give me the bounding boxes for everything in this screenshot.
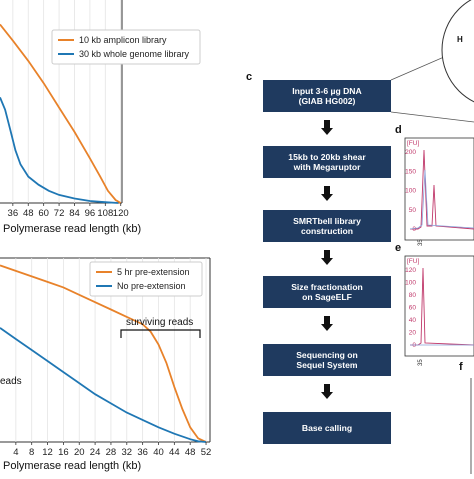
top-legend: 10 kb amplicon library 30 kb whole genom… <box>51 29 201 65</box>
panel-e-y-ticks: 120 100 80 60 40 20 0 <box>405 267 416 349</box>
panel-d-trace-a <box>410 149 474 230</box>
surviving-reads-bracket <box>120 329 201 338</box>
bottom-series-lines <box>0 264 207 443</box>
top-x-tick-label: 84 <box>69 208 80 219</box>
panel-e-y-tick-label: 60 <box>409 305 417 312</box>
panel-label-e: e <box>395 242 401 254</box>
workflow-step-text: Sequel System <box>296 360 357 370</box>
top-series-line-1 <box>0 97 119 204</box>
workflow-step-5: Base calling <box>263 412 391 444</box>
panel-d-y-tick-label: 200 <box>405 149 416 156</box>
panel-label-d: d <box>395 124 402 136</box>
zoom-connector-bottom <box>390 111 474 123</box>
workflow-step-text: 15kb to 20kb shear <box>288 152 366 162</box>
bottom-x-tick-label: 40 <box>153 447 164 458</box>
panel-d-x-tick: 35 <box>418 239 424 246</box>
top-x-tick-label: 108 <box>97 208 113 219</box>
workflow-step-0: Input 3-6 µg DNA(GIAB HG002) <box>263 80 391 112</box>
workflow-step-text: on SageELF <box>302 292 352 302</box>
workflow-step-text: Sequencing on <box>296 350 358 360</box>
workflow-step-text: SMRTbell library <box>293 216 361 226</box>
bottom-x-axis-label: Polymerase read length (kb) <box>3 460 141 472</box>
panel-d-y-tick-label: 150 <box>405 168 416 175</box>
zoom-inset-circle <box>441 0 474 103</box>
bottom-x-tick-label: 28 <box>106 447 117 458</box>
top-legend-label-0: 10 kb amplicon library <box>79 35 167 45</box>
bottom-x-tick-label: 12 <box>42 447 53 458</box>
panel-d-y-ticks: 200 150 100 50 0 <box>405 149 416 233</box>
workflow-step-text: Base calling <box>302 423 352 433</box>
panel-d-y-tick-label: 50 <box>409 207 417 214</box>
bottom-legend: 5 hr pre-extension No pre-extension <box>89 261 203 297</box>
bottom-x-tick-label: 52 <box>201 447 212 458</box>
top-series-lines <box>0 23 122 204</box>
panel-e-y-tick-label: 0 <box>412 342 416 349</box>
bottom-x-tick-label: 44 <box>169 447 180 458</box>
panel-e-fu-label: [FU] <box>407 258 419 265</box>
bottom-x-tick-label: 8 <box>29 447 34 458</box>
down-arrow-icon <box>321 316 333 331</box>
top-x-tick-label: 120 <box>113 208 129 219</box>
reads-annotation: eads <box>0 376 22 387</box>
bottom-x-tick-label: 4 <box>13 447 18 458</box>
bottom-series-line-0 <box>0 264 207 443</box>
inset-corner-label: H <box>457 35 463 44</box>
panel-d-fu-label: [FU] <box>407 140 419 147</box>
panel-d-trace-b <box>409 169 474 230</box>
panel-d-y-tick-label: 100 <box>405 188 416 195</box>
down-arrow-icon <box>321 250 333 265</box>
top-tick-labels: 36 48 60 72 84 96 108 120 <box>8 203 129 219</box>
bottom-x-tick-label: 16 <box>58 447 69 458</box>
bottom-legend-label-1: No pre-extension <box>117 281 186 291</box>
top-x-tick-label: 60 <box>38 208 49 219</box>
top-x-tick-label: 72 <box>54 208 65 219</box>
bottom-tick-labels: 4 8 12 16 20 24 28 32 36 40 44 48 52 <box>13 442 211 458</box>
panel-e-y-tick-label: 20 <box>409 330 417 337</box>
panel-label-f: f <box>459 361 463 373</box>
panel-e-y-tick-label: 120 <box>405 267 416 274</box>
top-x-tick-label: 36 <box>8 208 19 219</box>
panel-e-y-tick-label: 40 <box>409 317 417 324</box>
top-x-tick-label: 96 <box>85 208 96 219</box>
down-arrow-icon <box>321 120 333 135</box>
down-arrow-icon <box>321 384 333 399</box>
bottom-series-line-1 <box>0 327 207 443</box>
top-chart: 36 48 60 72 84 96 108 120 Polymerase read lengt… <box>0 0 201 235</box>
workflow-step-text: with Megaruptor <box>293 162 361 172</box>
workflow-diagram: Input 3-6 µg DNA(GIAB HG002) 15kb to 20kb… <box>263 80 391 444</box>
panel-e-x-tick: 35 <box>418 359 424 366</box>
panel-label-c: c <box>246 71 252 83</box>
surviving-reads-label: surviving reads <box>126 317 193 328</box>
workflow-step-text: (GIAB HG002) <box>299 96 356 106</box>
bottom-legend-label-0: 5 hr pre-extension <box>117 267 190 277</box>
bottom-x-tick-label: 36 <box>137 447 148 458</box>
bottom-x-tick-label: 24 <box>90 447 101 458</box>
panel-d-electropherogram: [FU] 200 150 100 50 0 35 <box>404 137 474 246</box>
top-x-tick-label: 48 <box>23 208 34 219</box>
top-x-axis-label: Polymerase read length (kb) <box>3 223 141 235</box>
bottom-x-tick-label: 32 <box>122 447 133 458</box>
panel-d-y-tick-label: 0 <box>412 226 416 233</box>
workflow-step-text: Size fractionation <box>291 282 363 292</box>
bottom-x-tick-label: 48 <box>185 447 196 458</box>
down-arrow-icon <box>321 186 333 201</box>
top-series-line-0 <box>0 23 122 204</box>
workflow-step-text: construction <box>301 226 353 236</box>
bottom-x-tick-label: 20 <box>74 447 85 458</box>
panel-e-y-tick-label: 80 <box>409 292 417 299</box>
bottom-chart: 4 8 12 16 20 24 28 32 36 40 44 48 52 Polymerase read… <box>0 257 211 472</box>
panel-e-y-tick-label: 100 <box>405 280 416 287</box>
top-legend-label-1: 30 kb whole genome library <box>79 49 190 59</box>
panel-e-electropherogram: [FU] 120 100 80 60 40 20 0 35 <box>404 255 474 366</box>
workflow-step-text: Input 3-6 µg DNA <box>292 86 361 96</box>
